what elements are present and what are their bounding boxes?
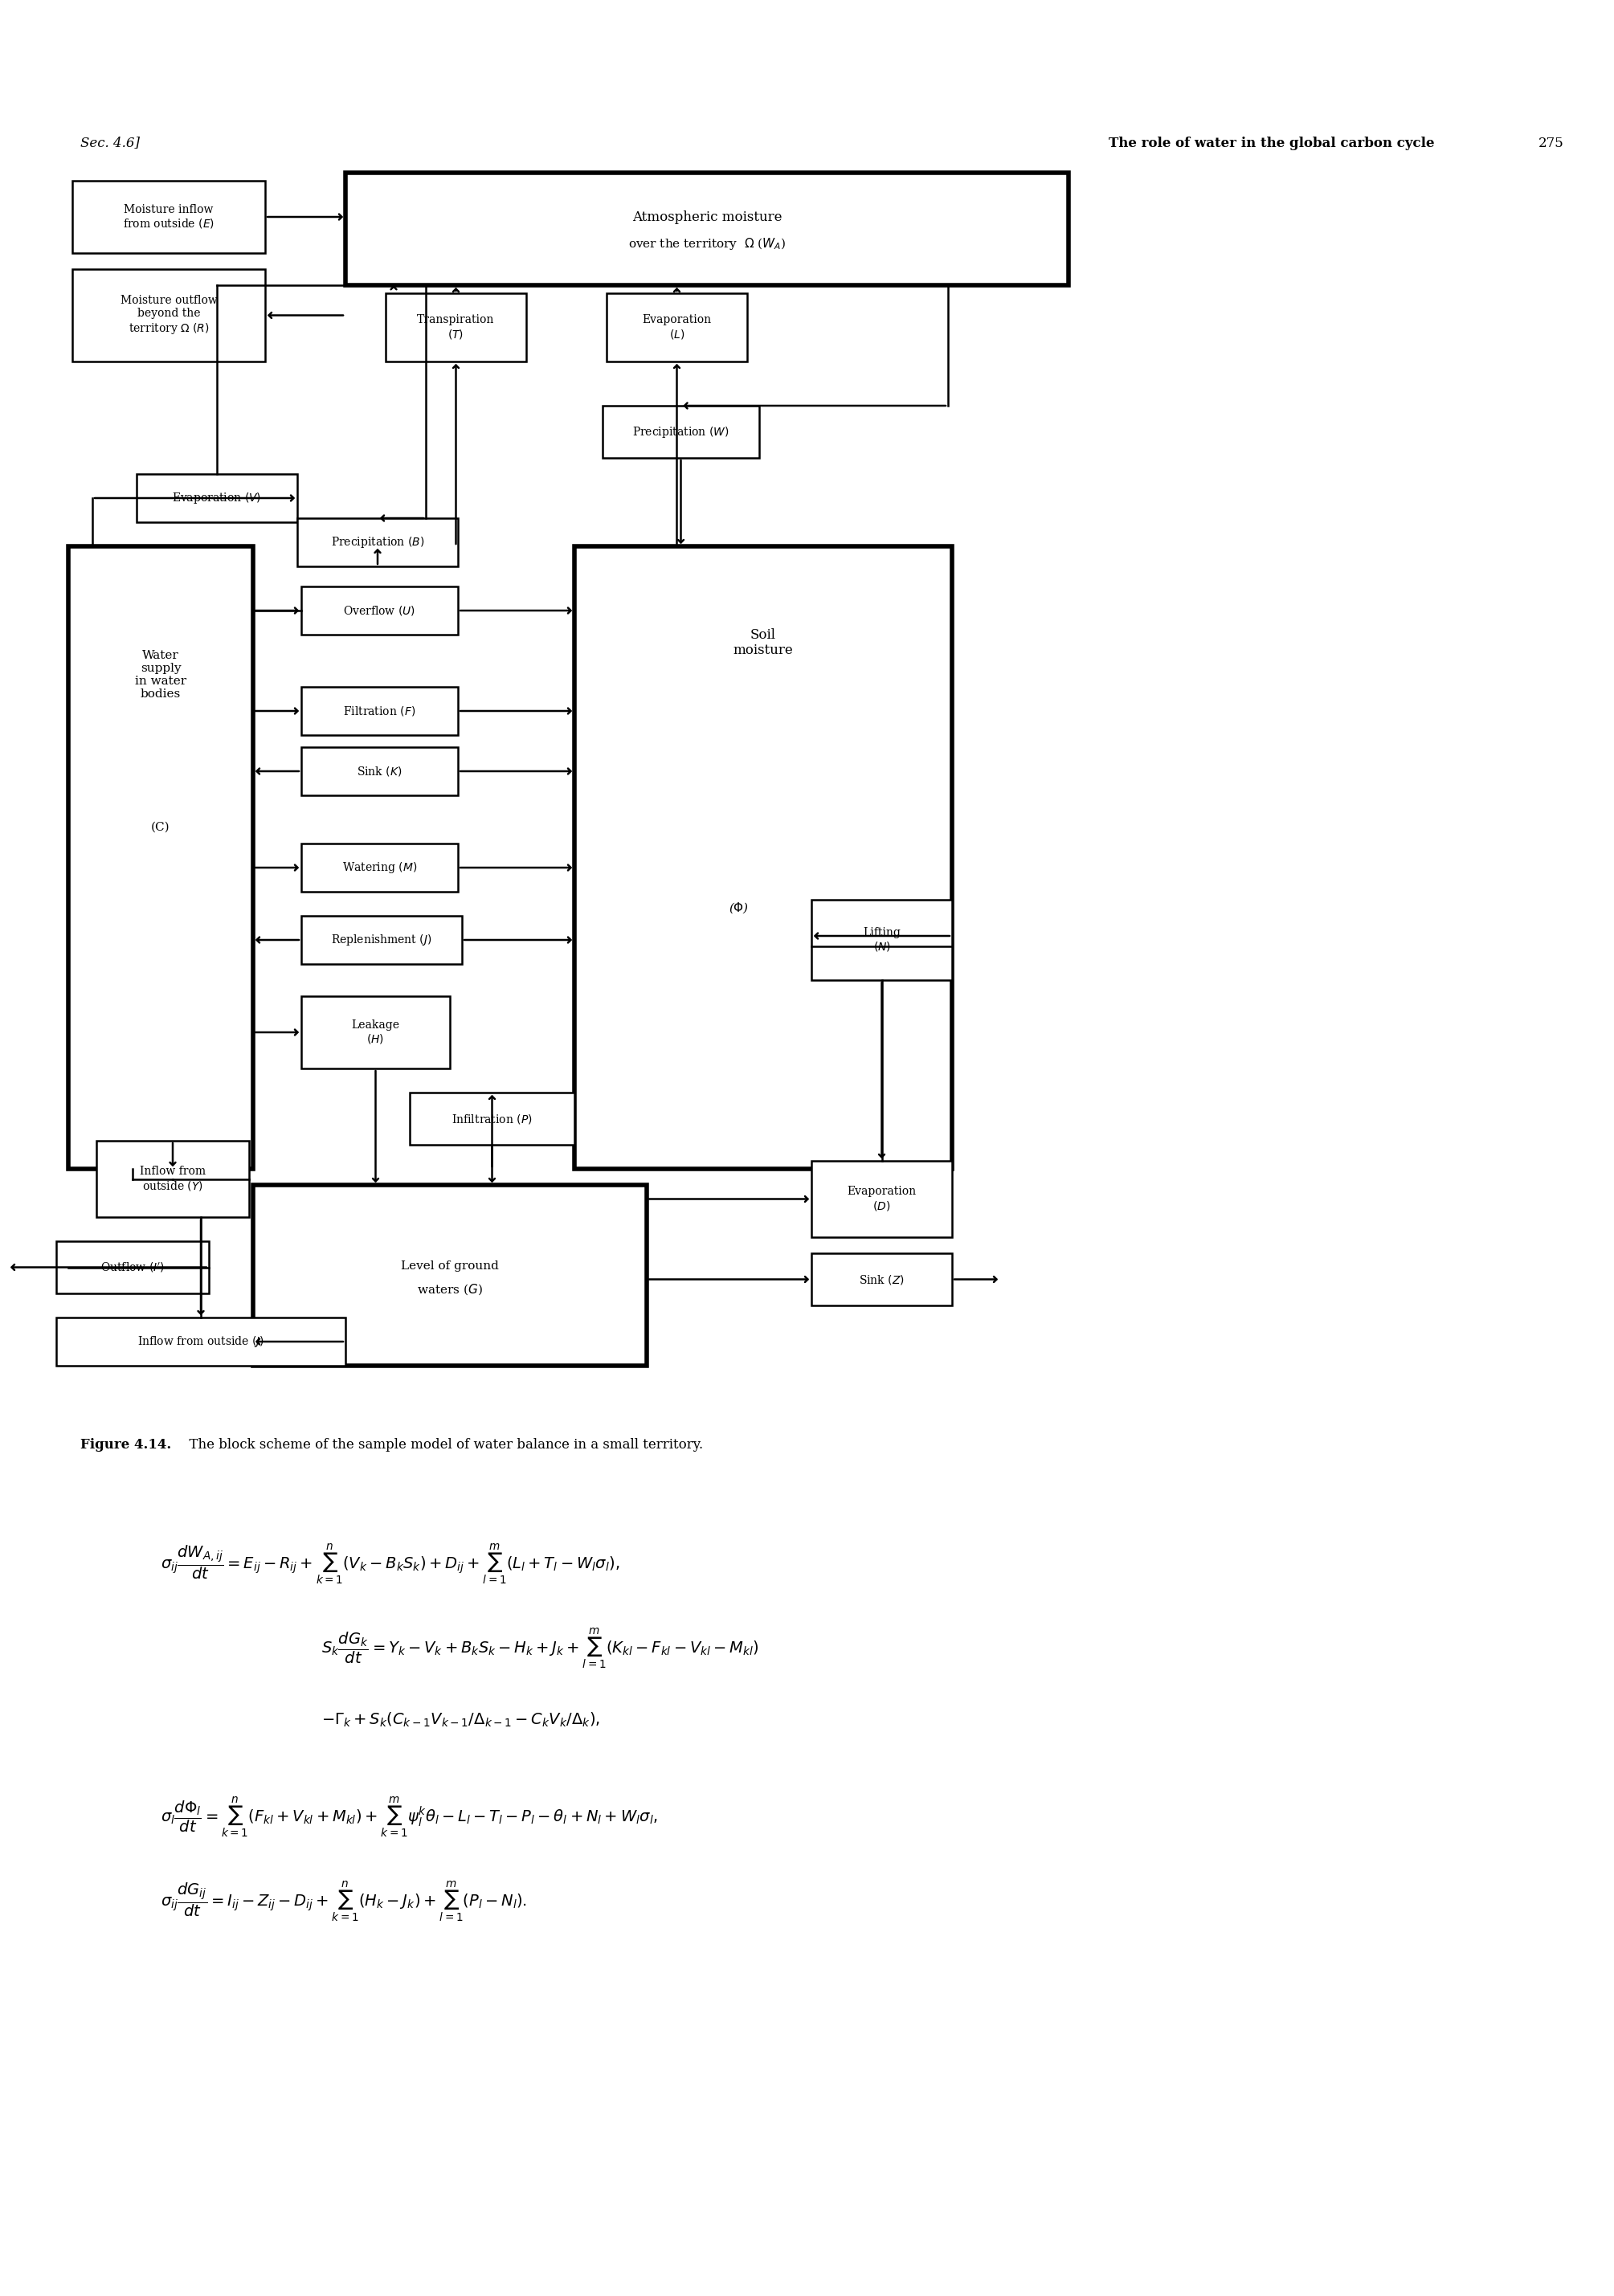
Text: Inflow from
outside $(Y)$: Inflow from outside $(Y)$: [140, 1166, 205, 1192]
Bar: [410, 1093, 575, 1146]
Text: Leakage
$(H)$: Leakage $(H)$: [352, 1019, 400, 1045]
Text: Replenishment $(J)$: Replenishment $(J)$: [331, 932, 433, 948]
Bar: [297, 519, 458, 567]
Bar: [253, 1185, 647, 1366]
Bar: [607, 294, 747, 360]
Bar: [345, 172, 1068, 285]
Bar: [137, 473, 297, 521]
Text: Lifting
$(N)$: Lifting $(N)$: [863, 928, 901, 953]
Text: Evaporation
$(D)$: Evaporation $(D)$: [847, 1187, 917, 1212]
Bar: [97, 1141, 249, 1217]
Bar: [302, 746, 458, 794]
Text: Soil
moisture: Soil moisture: [733, 629, 792, 657]
Text: Filtration $(F)$: Filtration $(F)$: [344, 705, 416, 716]
Bar: [302, 687, 458, 735]
Text: waters ($G$): waters ($G$): [416, 1283, 483, 1297]
Text: Level of ground: Level of ground: [400, 1261, 499, 1272]
Text: Moisture inflow
from outside $(E)$: Moisture inflow from outside $(E)$: [123, 204, 215, 230]
Text: Sink $(Z)$: Sink $(Z)$: [859, 1272, 904, 1286]
Bar: [56, 1242, 208, 1293]
Bar: [575, 546, 952, 1169]
Text: Inflow from outside $(J)$: Inflow from outside $(J)$: [137, 1334, 265, 1348]
Text: Atmospheric moisture: Atmospheric moisture: [633, 209, 781, 223]
Text: Sink $(K)$: Sink $(K)$: [357, 765, 402, 778]
Text: Evaporation $(V)$: Evaporation $(V)$: [173, 491, 261, 505]
Text: Water
supply
in water
bodies: Water supply in water bodies: [136, 650, 187, 700]
Bar: [812, 1162, 952, 1238]
Text: The role of water in the global carbon cycle: The role of water in the global carbon c…: [1109, 135, 1435, 149]
Bar: [302, 843, 458, 891]
Text: 275: 275: [1538, 135, 1564, 149]
Text: Overflow $(U)$: Overflow $(U)$: [344, 604, 416, 618]
Text: Precipitation $(W)$: Precipitation $(W)$: [633, 425, 730, 439]
Bar: [302, 585, 458, 634]
Text: Outflow $(I')$: Outflow $(I')$: [100, 1261, 165, 1274]
Text: Infiltration $(P)$: Infiltration $(P)$: [452, 1111, 533, 1125]
Text: Watering $(M)$: Watering $(M)$: [342, 861, 416, 875]
Bar: [812, 1254, 952, 1306]
Text: Figure 4.14.: Figure 4.14.: [81, 1437, 171, 1451]
Text: $- \Gamma_k + S_k(C_{k-1}V_{k-1}/\Delta_{k-1} - C_kV_k/\Delta_k),$: $- \Gamma_k + S_k(C_{k-1}V_{k-1}/\Delta_…: [321, 1711, 600, 1729]
Bar: [302, 996, 450, 1068]
Text: Transpiration
$(T)$: Transpiration $(T)$: [416, 315, 494, 340]
Bar: [68, 546, 253, 1169]
Bar: [602, 406, 759, 457]
Text: Moisture outflow
beyond the
territory $\Omega$ $(R)$: Moisture outflow beyond the territory $\…: [119, 294, 218, 335]
Text: $S_k\dfrac{dG_k}{dt} = Y_k - V_k + B_kS_k - H_k + J_k + \sum_{l=1}^{m}(K_{kl} - : $S_k\dfrac{dG_k}{dt} = Y_k - V_k + B_kS_…: [321, 1628, 759, 1671]
Text: Evaporation
$(L)$: Evaporation $(L)$: [642, 315, 712, 340]
Bar: [386, 294, 526, 360]
Text: $\sigma_{ij}\dfrac{dG_{ij}}{dt} = I_{ij} - Z_{ij} - D_{ij} + \sum_{k=1}^{n}(H_k : $\sigma_{ij}\dfrac{dG_{ij}}{dt} = I_{ij}…: [161, 1880, 528, 1924]
Bar: [302, 916, 462, 964]
Bar: [73, 269, 265, 360]
Text: (C): (C): [152, 822, 169, 833]
Text: Sec. 4.6]: Sec. 4.6]: [81, 135, 140, 149]
Bar: [812, 900, 952, 980]
Text: over the territory  $\Omega$ ($W_A$): over the territory $\Omega$ ($W_A$): [628, 236, 786, 250]
Text: ($\Phi$): ($\Phi$): [730, 900, 749, 914]
Bar: [73, 181, 265, 253]
Text: The block scheme of the sample model of water balance in a small territory.: The block scheme of the sample model of …: [181, 1437, 704, 1451]
Bar: [56, 1318, 345, 1366]
Text: Precipitation $(B)$: Precipitation $(B)$: [331, 535, 424, 549]
Text: $\sigma_{ij}\dfrac{dW_{A,ij}}{dt} = E_{ij} - R_{ij} + \sum_{k=1}^{n}(V_k - B_kS_: $\sigma_{ij}\dfrac{dW_{A,ij}}{dt} = E_{i…: [161, 1543, 620, 1587]
Text: $\sigma_l\dfrac{d\Phi_l}{dt} = \sum_{k=1}^{n}(F_{kl} + V_{kl} + M_{kl}) + \sum_{: $\sigma_l\dfrac{d\Phi_l}{dt} = \sum_{k=1…: [161, 1795, 657, 1839]
